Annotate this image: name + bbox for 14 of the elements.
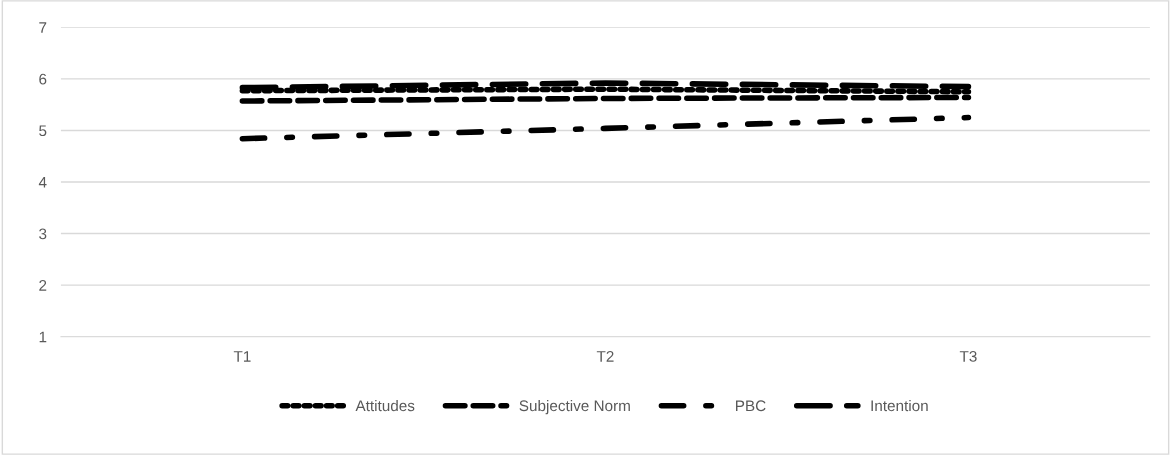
y-tick-label: 7	[39, 22, 47, 33]
y-tick-label: 3	[39, 228, 47, 240]
y-tick-label: 2	[39, 280, 47, 291]
legend-label: Intention	[871, 399, 928, 412]
x-tick-label: T1	[233, 351, 251, 362]
legend-label: PBC	[736, 400, 766, 412]
x-tick-label: T2	[596, 350, 614, 362]
y-tick-label: 1	[39, 331, 47, 343]
y-tick-label: 6	[39, 73, 47, 85]
x-tick-label: T3	[959, 350, 977, 362]
legend-label: Attitudes	[355, 399, 415, 412]
y-tick-label: 4	[38, 177, 47, 188]
legend-label: Subjective Norm	[519, 399, 630, 415]
y-tick-label: 5	[39, 125, 47, 137]
